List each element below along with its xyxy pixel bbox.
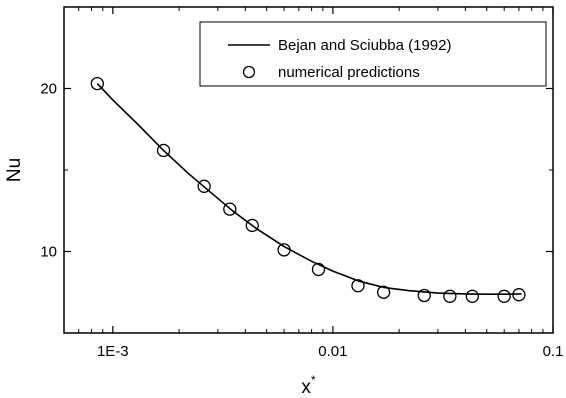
legend-label-line: Bejan and Sciubba (1992) [278, 37, 451, 54]
x-axis-title-main: x [301, 377, 311, 398]
legend-box [199, 21, 547, 87]
y-tick-label: 20 [40, 81, 57, 98]
data-point-numerical [351, 279, 365, 293]
data-point-numerical [156, 143, 171, 158]
data-point-numerical [197, 179, 211, 193]
x-tick-label: 0.1 [543, 343, 564, 360]
data-point-numerical [223, 202, 237, 216]
data-point-numerical [376, 285, 391, 299]
data-point-numerical [245, 218, 259, 233]
data-point-numerical [90, 76, 104, 91]
series-layer [90, 76, 526, 303]
x-tick-label: 1E-3 [97, 343, 129, 360]
legend-label-markers: numerical predictions [278, 64, 420, 81]
data-point-numerical [497, 289, 511, 303]
y-tick-label: 10 [40, 244, 57, 261]
x-tick-label: 0.01 [318, 343, 347, 360]
axis-ticks [63, 6, 554, 334]
tick-labels: 1E-3 0.01 0.1 10 20 [40, 81, 563, 361]
x-axis-title-superscript: * [311, 373, 316, 387]
data-point-numerical [512, 288, 526, 302]
data-point-numerical [417, 288, 431, 303]
legend-marker-sample [242, 65, 256, 79]
series-line-bejan-sciubba [96, 83, 522, 296]
data-point-numerical [311, 262, 326, 277]
x-axis-title: x* [301, 373, 316, 398]
legend: Bejan and Sciubba (1992) numerical predi… [199, 21, 547, 87]
data-point-numerical [277, 243, 291, 257]
data-point-numerical [465, 289, 479, 303]
y-axis-title: Nu [4, 158, 25, 182]
axis-titles: x* Nu [4, 158, 316, 398]
data-point-numerical [443, 289, 457, 303]
